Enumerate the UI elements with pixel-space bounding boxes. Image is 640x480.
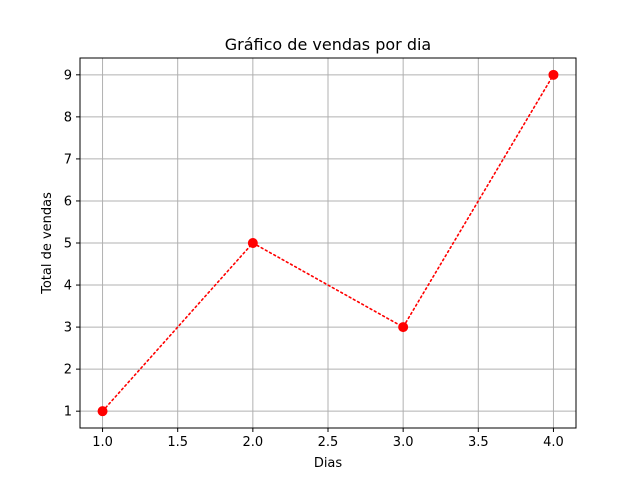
y-tick-label: 8 [64, 110, 72, 125]
data-point [548, 69, 559, 80]
y-tick-label: 2 [64, 363, 72, 378]
y-tick-label: 6 [64, 194, 72, 209]
y-tick-label: 3 [64, 321, 72, 336]
y-tick-label: 9 [64, 68, 72, 83]
grid-lines [80, 58, 576, 428]
x-tick-label: 1.5 [167, 435, 188, 450]
data-point [247, 238, 258, 248]
data-point [398, 322, 409, 333]
series-line [101, 74, 555, 412]
x-tick-label: 3.0 [393, 435, 414, 450]
chart-title: Gráfico de vendas por dia [225, 35, 431, 54]
x-tick-label: 2.5 [318, 435, 339, 450]
series-group [97, 69, 559, 417]
x-tick-label: 1.0 [92, 435, 113, 450]
y-tick-label: 5 [64, 237, 72, 252]
axis-ticks: 1.0 1.5 2.0 2.5 3.0 3.5 4.0 1 2 3 4 5 6 7 8 9 [64, 68, 564, 450]
data-point [97, 406, 108, 417]
x-tick-label: 2.0 [243, 435, 264, 450]
y-tick-label: 7 [64, 152, 72, 167]
x-tick-label: 4.0 [543, 435, 564, 450]
y-tick-label: 1 [64, 405, 72, 420]
y-tick-label: 4 [64, 279, 72, 294]
x-axis-label: Dias [314, 456, 343, 471]
x-tick-label: 3.5 [468, 435, 489, 450]
y-axis-label: Total de vendas [40, 192, 55, 295]
